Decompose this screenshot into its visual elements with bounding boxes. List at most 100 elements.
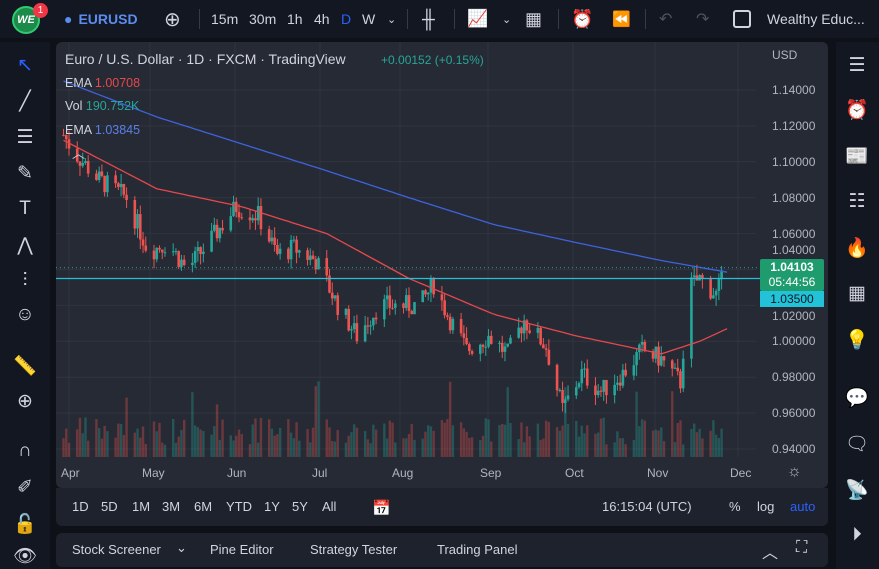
- fib-icon[interactable]: ☰: [16, 127, 34, 148]
- candles-icon[interactable]: ╫: [422, 8, 435, 29]
- range-ytd[interactable]: YTD: [226, 499, 252, 514]
- candle-body: [446, 315, 449, 317]
- eye-icon[interactable]: 👁: [12, 546, 38, 567]
- last-price: 1.04103: [770, 260, 814, 274]
- volume-legend[interactable]: Vol 190.752K: [65, 99, 139, 113]
- ema50-legend[interactable]: EMA 1.00708: [65, 76, 140, 90]
- bar-countdown: 05:44:56: [768, 275, 816, 289]
- interval-15m[interactable]: 15m: [211, 11, 239, 27]
- candle-body: [355, 323, 359, 342]
- broadcast-icon[interactable]: 📡: [845, 480, 869, 501]
- volume-bar: [544, 420, 548, 457]
- volume-bar: [84, 417, 87, 457]
- log-toggle[interactable]: log: [757, 499, 775, 514]
- range-1y[interactable]: 1Y: [264, 499, 280, 514]
- ideas-icon[interactable]: 💡: [845, 330, 869, 351]
- checkbox-icon[interactable]: [733, 0, 751, 38]
- chart-pane[interactable]: Euro / U.S. Dollar · 1D · FXCM · Trading…: [56, 42, 828, 488]
- candle-body: [75, 148, 79, 162]
- range-all[interactable]: All: [322, 499, 337, 514]
- messages-icon[interactable]: 🗨: [844, 434, 870, 455]
- candle-body: [289, 240, 293, 260]
- compare-add-icon[interactable]: ⊕: [164, 8, 181, 31]
- chevron-down-icon[interactable]: ⌄: [176, 540, 187, 555]
- range-6m[interactable]: 6M: [194, 499, 213, 514]
- candle-body: [605, 380, 608, 396]
- brush-icon[interactable]: ✎: [17, 163, 33, 184]
- news-icon[interactable]: 📰: [845, 146, 869, 167]
- range-1m[interactable]: 1M: [132, 499, 151, 514]
- chevron-up-icon[interactable]: ︿: [762, 545, 779, 562]
- volume-bar: [67, 442, 71, 457]
- interval-30m[interactable]: 30m: [249, 11, 277, 27]
- trend-line-icon[interactable]: ╱: [19, 91, 31, 112]
- interval-1h[interactable]: 1h: [287, 11, 303, 27]
- range-5y[interactable]: 5Y: [292, 499, 308, 514]
- percent-toggle[interactable]: %: [729, 499, 741, 514]
- ema200-legend[interactable]: EMA 1.03845: [65, 123, 140, 137]
- volume-bar: [470, 437, 474, 457]
- undo-icon[interactable]: ↶: [659, 11, 673, 28]
- interval-w[interactable]: W: [362, 11, 376, 27]
- candle-body: [498, 342, 501, 344]
- tab-strategy-tester[interactable]: Strategy Tester: [310, 542, 398, 557]
- add-list-icon[interactable]: ☷: [848, 191, 866, 212]
- emoji-icon[interactable]: ☺: [15, 304, 35, 325]
- volume-bar: [235, 435, 238, 457]
- volume-bar: [462, 428, 466, 457]
- candle-body: [114, 175, 117, 184]
- tab-trading-panel[interactable]: Trading Panel: [437, 542, 518, 557]
- magnet-icon[interactable]: ∩: [18, 440, 32, 461]
- alarm-icon[interactable]: ⏰: [845, 100, 869, 121]
- hotlist-icon[interactable]: 🔥: [845, 238, 869, 259]
- symbol-button[interactable]: ● EURUSD: [64, 0, 138, 38]
- goto-date-icon[interactable]: 📅: [372, 500, 391, 517]
- replay-icon[interactable]: ⏪: [612, 11, 631, 28]
- volume-bar: [122, 434, 126, 457]
- chat-icon[interactable]: 💬: [845, 388, 869, 409]
- candle-body: [158, 247, 161, 250]
- volume-bar: [215, 404, 219, 457]
- candle-body: [270, 237, 274, 242]
- volume-bar: [682, 444, 685, 457]
- redo-icon[interactable]: ↷: [696, 11, 710, 28]
- settings-icon[interactable]: ☼: [787, 463, 802, 480]
- calendar-icon[interactable]: ▦: [848, 283, 866, 304]
- range-3m[interactable]: 3M: [162, 499, 181, 514]
- candle-body: [624, 369, 627, 376]
- tab-stock-screener[interactable]: Stock Screener: [72, 542, 161, 557]
- candle-body: [180, 259, 183, 267]
- alert-icon[interactable]: ⏰: [571, 8, 594, 29]
- interval-4h[interactable]: 4h: [314, 11, 330, 27]
- currency-selector[interactable]: USD: [772, 48, 798, 62]
- watchlist-icon[interactable]: ☰: [848, 55, 866, 76]
- range-5d[interactable]: 5D: [101, 499, 118, 514]
- forecast-icon[interactable]: ⫶: [22, 270, 28, 291]
- layout-grid-icon[interactable]: ▦: [525, 8, 543, 29]
- tab-pine-editor[interactable]: Pine Editor: [210, 542, 274, 557]
- text-icon[interactable]: T: [19, 198, 31, 219]
- zoom-icon[interactable]: ⊕: [17, 391, 33, 412]
- auto-toggle[interactable]: auto: [790, 499, 816, 514]
- lock-icon[interactable]: 🔓: [13, 514, 37, 535]
- volume-bar: [427, 425, 430, 457]
- play-icon[interactable]: ⏵: [852, 524, 862, 545]
- range-1d[interactable]: 1D: [72, 499, 89, 514]
- volume-bar: [141, 426, 145, 457]
- chevron-down-icon[interactable]: ⌄: [502, 13, 512, 26]
- price-chart[interactable]: [56, 42, 828, 488]
- layout-name[interactable]: Wealthy Educ...: [767, 11, 865, 27]
- collapse-legend-icon[interactable]: ︿: [72, 146, 86, 161]
- pattern-icon[interactable]: ⋀: [17, 235, 33, 256]
- candle-body: [517, 327, 520, 338]
- maximize-icon[interactable]: ⛶: [796, 539, 808, 556]
- indicators-icon[interactable]: 📈: [467, 9, 489, 28]
- interval-d[interactable]: D: [341, 11, 352, 27]
- ruler-icon[interactable]: 📏: [13, 356, 37, 377]
- candle-body: [317, 258, 320, 270]
- chevron-down-icon[interactable]: ⌄: [387, 13, 397, 26]
- clock-time[interactable]: 16:15:04 (UTC): [602, 499, 692, 514]
- volume-bar: [599, 418, 603, 457]
- cursor-icon[interactable]: ↖: [17, 55, 33, 76]
- lock-draw-icon[interactable]: ✐: [17, 477, 33, 498]
